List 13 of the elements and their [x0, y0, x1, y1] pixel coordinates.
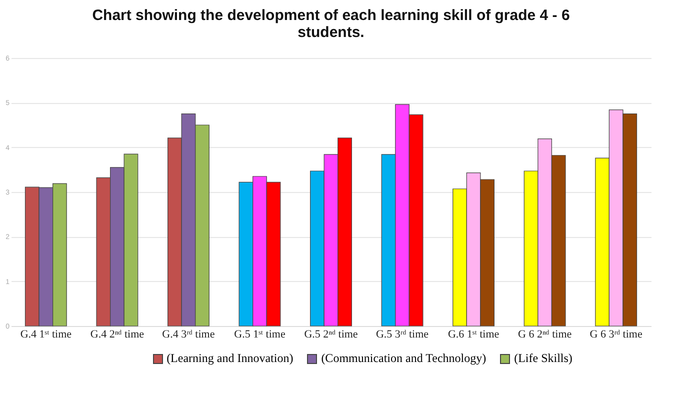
x-tick-label: G.4 3ʳᵈ time [162, 328, 215, 340]
legend-label: (Life Skills) [514, 351, 572, 366]
x-tick-label: G 6 3ʳᵈ time [590, 328, 642, 340]
x-tick-label: G.6 1ˢᵗ time [448, 328, 500, 340]
chart-title: Chart showing the development of each learning skill of grade 4 - 6 students. [92, 7, 570, 41]
legend-label: (Learning and Innovation) [166, 351, 294, 366]
x-tick-label: G.4 1ˢᵗ time [20, 328, 72, 340]
x-tick-label: G.5 3ʳᵈ time [376, 328, 429, 340]
x-tick-label: G 6 2ⁿᵈ time [518, 328, 572, 340]
x-tick-label: G.5 2ⁿᵈ time [304, 328, 358, 340]
x-tick-label: G.4 2ⁿᵈ time [90, 328, 144, 340]
x-tick-label: G.5 1ˢᵗ time [234, 328, 286, 340]
legend-label: (Communication and Technology) [321, 351, 486, 366]
